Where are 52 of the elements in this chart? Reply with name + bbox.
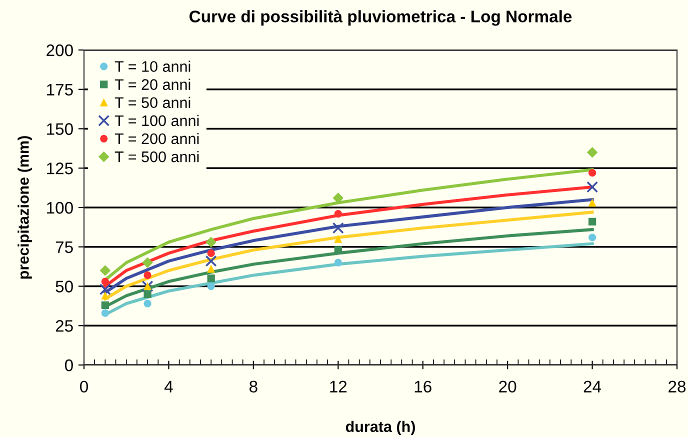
point bbox=[99, 284, 111, 296]
point bbox=[207, 282, 215, 290]
x-tick-label: 20 bbox=[499, 380, 516, 393]
y-tick-label: 200 bbox=[46, 44, 73, 56]
legend-label: T = 200 anni bbox=[114, 132, 199, 144]
point bbox=[101, 301, 109, 309]
point bbox=[586, 181, 598, 193]
y-tick-label: 0 bbox=[64, 359, 73, 372]
point bbox=[207, 274, 215, 282]
point bbox=[205, 255, 217, 267]
legend-label: T = 100 anni bbox=[114, 114, 199, 126]
legend-label: T = 50 anni bbox=[114, 96, 190, 108]
point bbox=[588, 218, 596, 226]
point bbox=[144, 290, 152, 298]
point bbox=[334, 235, 342, 243]
y-tick-label: 75 bbox=[56, 241, 73, 254]
y-tick-label: 125 bbox=[47, 162, 73, 174]
x-tick-label: 8 bbox=[250, 380, 258, 393]
point bbox=[142, 257, 153, 268]
x-tick-label: 28 bbox=[668, 380, 686, 393]
y-tick-label: 50 bbox=[56, 280, 73, 292]
y-tick-label: 25 bbox=[56, 320, 73, 332]
point bbox=[588, 169, 596, 177]
point bbox=[206, 236, 216, 248]
x-tick-label: 0 bbox=[80, 380, 88, 393]
legend-label: T = 10 anni bbox=[114, 60, 190, 72]
y-tick-label: 100 bbox=[47, 202, 73, 214]
y-axis-title: precipitazione (mm) bbox=[18, 136, 32, 279]
legend-label: T = 500 anni bbox=[114, 151, 199, 162]
point bbox=[144, 300, 152, 308]
x-tick-label: 4 bbox=[164, 380, 173, 392]
point bbox=[101, 292, 109, 300]
point bbox=[587, 147, 598, 158]
legend-label: T = 20 anni bbox=[114, 78, 190, 90]
x-tick-label: 24 bbox=[584, 380, 602, 392]
point bbox=[334, 210, 342, 218]
point bbox=[588, 198, 596, 207]
point bbox=[101, 309, 109, 317]
y-tick-label: 150 bbox=[47, 123, 73, 135]
point bbox=[334, 258, 342, 266]
x-tick-label: 12 bbox=[330, 380, 347, 392]
point bbox=[100, 265, 110, 276]
point bbox=[101, 278, 109, 286]
point bbox=[207, 265, 215, 273]
point bbox=[207, 249, 215, 257]
chart-title: Curve di possibilità pluviometrica - Log Normale bbox=[189, 10, 572, 26]
x-axis-title: durata (h) bbox=[346, 420, 415, 436]
x-tick-label: 16 bbox=[414, 380, 432, 393]
point bbox=[588, 234, 596, 242]
point bbox=[332, 222, 344, 234]
y-tick-label: 175 bbox=[47, 84, 73, 96]
point bbox=[144, 271, 152, 280]
